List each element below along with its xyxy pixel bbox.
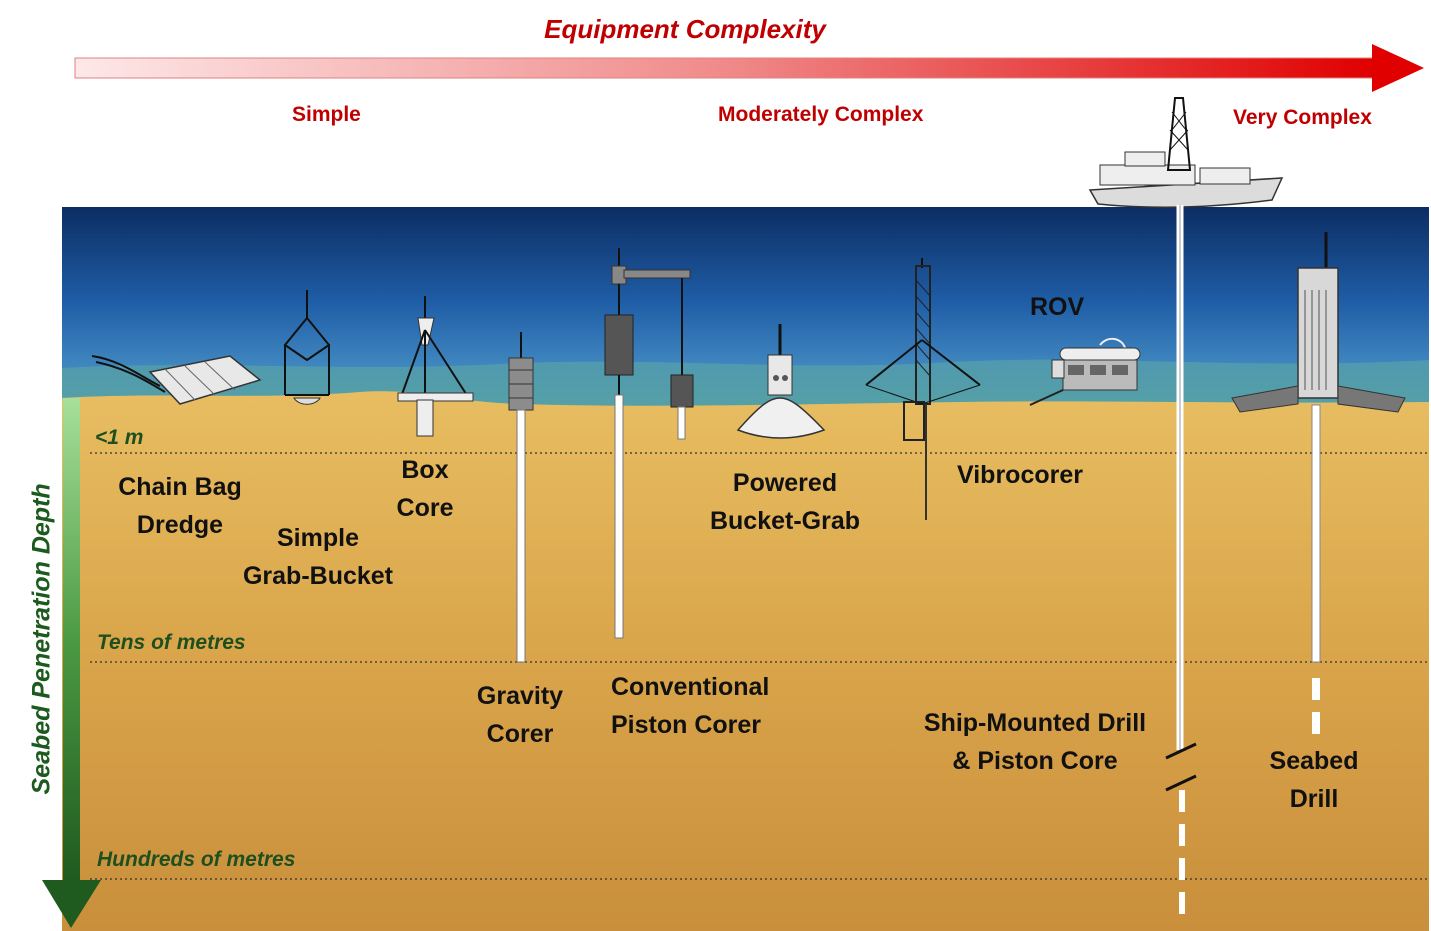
- label-box-core: Box Core: [375, 451, 475, 527]
- label-rov: ROV: [1030, 293, 1085, 321]
- label-chain-bag-line1: Chain Bag: [118, 473, 242, 501]
- powered-bucket-grab-icon: [736, 324, 826, 439]
- gravity-corer-icon: [508, 332, 534, 663]
- label-gravity-corer: Gravity Corer: [460, 677, 580, 753]
- label-gravity-line1: Gravity: [476, 682, 564, 710]
- label-simple-grab-line1: Simple: [277, 524, 359, 552]
- label-piston-line1: Conventional: [611, 673, 770, 701]
- depth-label-shallow: <1 m: [95, 426, 144, 449]
- level-moderate: Moderately Complex: [718, 103, 924, 126]
- label-chain-bag-line2: Dredge: [136, 511, 224, 539]
- level-very-complex: Very Complex: [1233, 106, 1372, 129]
- box-core-icon: [397, 296, 474, 437]
- simple-grab-bucket-icon: [283, 290, 331, 405]
- depth-axis-label: Seabed Penetration Depth: [27, 483, 56, 795]
- label-gravity-line2: Corer: [486, 720, 554, 748]
- piston-corer-icon: [604, 248, 694, 639]
- seabed-sediment: [62, 391, 1429, 931]
- label-powered-grab-line1: Powered: [732, 469, 838, 497]
- depth-label-hundreds: Hundreds of metres: [97, 848, 296, 871]
- label-box-core-line2: Core: [396, 494, 454, 522]
- label-ship-mounted-drill: Ship-Mounted Drill & Piston Core: [905, 704, 1165, 780]
- rov-icon: [1029, 337, 1141, 406]
- label-chain-bag-dredge: Chain Bag Dredge: [80, 468, 280, 544]
- drill-ship-icon: [1088, 97, 1284, 918]
- label-powered-grab-line2: Bucket-Grab: [709, 507, 861, 535]
- label-ship-drill-line2: & Piston Core: [952, 747, 1118, 775]
- label-powered-bucket-grab: Powered Bucket-Grab: [685, 464, 885, 540]
- label-seabed-drill: Seabed Drill: [1254, 742, 1374, 818]
- complexity-arrow: [74, 44, 1424, 92]
- complexity-title: Equipment Complexity: [544, 14, 826, 44]
- label-ship-drill-line1: Ship-Mounted Drill: [923, 709, 1147, 737]
- level-simple: Simple: [292, 103, 361, 126]
- label-simple-grab-line2: Grab-Bucket: [242, 562, 394, 590]
- label-vibrocorer: Vibrocorer: [957, 461, 1083, 489]
- label-simple-grab-bucket: Simple Grab-Bucket: [218, 519, 418, 595]
- seabed-drill-icon: [1231, 232, 1406, 734]
- vibrocorer-icon: [865, 258, 981, 520]
- chain-bag-dredge-icon: [91, 355, 262, 405]
- depth-arrow: [42, 398, 101, 928]
- label-piston-corer: Conventional Piston Corer: [611, 668, 769, 744]
- label-box-core-line1: Box: [401, 456, 449, 484]
- label-piston-line2: Piston Corer: [611, 711, 762, 739]
- label-seabed-drill-line2: Drill: [1289, 785, 1339, 813]
- depth-label-tens: Tens of metres: [97, 631, 246, 654]
- label-seabed-drill-line1: Seabed: [1269, 747, 1359, 775]
